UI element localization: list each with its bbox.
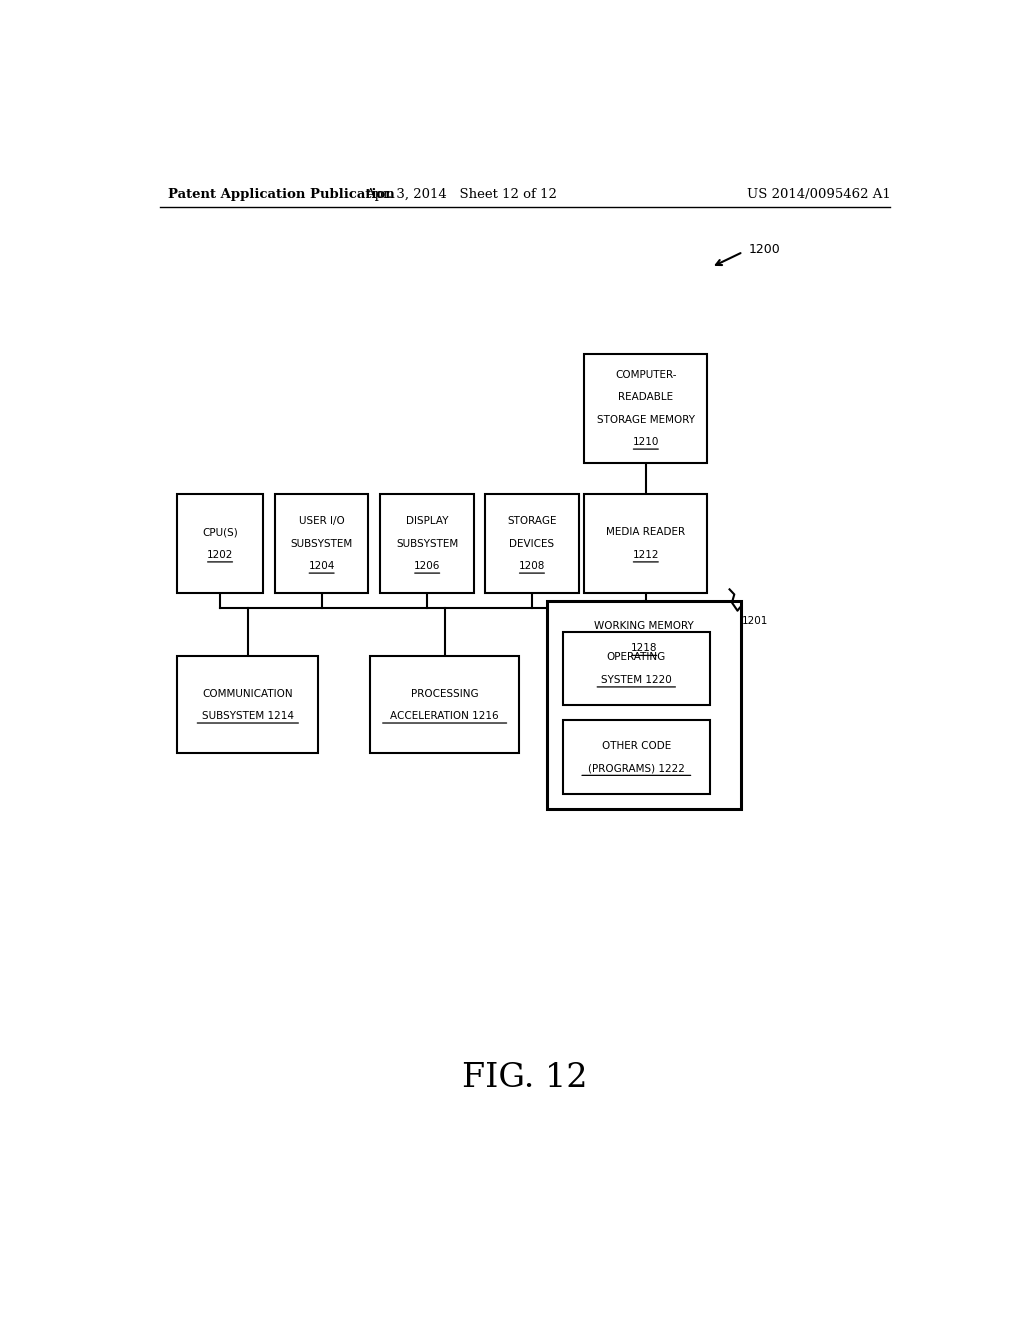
Text: DEVICES: DEVICES (509, 539, 555, 549)
Text: READABLE: READABLE (618, 392, 674, 403)
Text: Apr. 3, 2014   Sheet 12 of 12: Apr. 3, 2014 Sheet 12 of 12 (366, 189, 557, 202)
Text: PROCESSING: PROCESSING (411, 689, 478, 698)
Text: 1210: 1210 (633, 437, 659, 447)
Text: SUBSYSTEM: SUBSYSTEM (396, 539, 459, 549)
FancyBboxPatch shape (380, 494, 474, 594)
Text: US 2014/0095462 A1: US 2014/0095462 A1 (748, 189, 891, 202)
Text: USER I/O: USER I/O (299, 516, 344, 527)
Text: CPU(S): CPU(S) (202, 528, 238, 537)
Text: SYSTEM 1220: SYSTEM 1220 (601, 675, 672, 685)
FancyBboxPatch shape (370, 656, 519, 752)
Text: DISPLAY: DISPLAY (406, 516, 449, 527)
Text: 1204: 1204 (308, 561, 335, 572)
FancyBboxPatch shape (585, 354, 708, 463)
FancyBboxPatch shape (563, 632, 710, 705)
Text: OTHER CODE: OTHER CODE (602, 741, 671, 751)
Text: ACCELERATION 1216: ACCELERATION 1216 (390, 711, 499, 721)
Text: 1200: 1200 (749, 243, 780, 256)
Text: 1201: 1201 (741, 615, 768, 626)
Text: SUBSYSTEM: SUBSYSTEM (291, 539, 352, 549)
Text: 1208: 1208 (519, 561, 545, 572)
Text: 1202: 1202 (207, 550, 233, 560)
Text: WORKING MEMORY: WORKING MEMORY (594, 620, 694, 631)
FancyBboxPatch shape (177, 656, 318, 752)
Text: COMMUNICATION: COMMUNICATION (203, 689, 293, 698)
Text: Patent Application Publication: Patent Application Publication (168, 189, 394, 202)
FancyBboxPatch shape (585, 494, 708, 594)
Text: COMPUTER-: COMPUTER- (615, 370, 677, 380)
Text: SUBSYSTEM 1214: SUBSYSTEM 1214 (202, 711, 294, 721)
Text: 1218: 1218 (631, 643, 657, 653)
Text: STORAGE: STORAGE (507, 516, 557, 527)
Text: 1212: 1212 (633, 550, 659, 560)
FancyBboxPatch shape (547, 601, 741, 809)
FancyBboxPatch shape (274, 494, 369, 594)
Text: 1206: 1206 (414, 561, 440, 572)
Text: FIG. 12: FIG. 12 (462, 1063, 588, 1094)
Text: STORAGE MEMORY: STORAGE MEMORY (597, 414, 695, 425)
Text: (PROGRAMS) 1222: (PROGRAMS) 1222 (588, 763, 685, 774)
Text: OPERATING: OPERATING (606, 652, 666, 663)
FancyBboxPatch shape (563, 721, 710, 793)
FancyBboxPatch shape (485, 494, 579, 594)
Text: MEDIA READER: MEDIA READER (606, 528, 685, 537)
FancyBboxPatch shape (177, 494, 263, 594)
